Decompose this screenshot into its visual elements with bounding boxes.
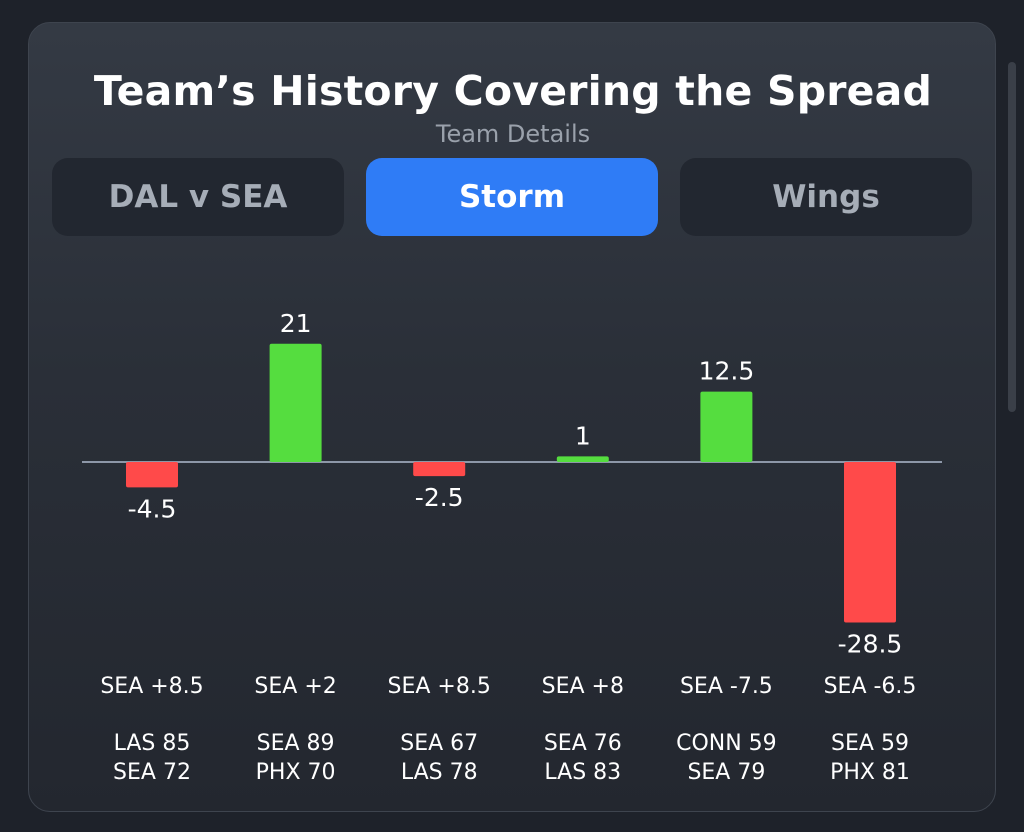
score-line-a-1: SEA 89 — [257, 731, 335, 756]
category-label-5: SEA -6.5 — [824, 674, 917, 699]
category-label-3: SEA +8 — [542, 674, 624, 699]
score-line-a-0: LAS 85 — [114, 731, 191, 756]
tab-storm[interactable]: Storm — [366, 158, 658, 236]
chart-labels: -4.5 SEA +8.5 LAS 85 SEA 72 21 SEA +2 SEA 89 PH… — [100, 309, 916, 785]
page-title: Team’s History Covering the Spread — [93, 67, 933, 115]
data-label-5: -28.5 — [838, 629, 903, 658]
score-line-a-5: SEA 59 — [831, 731, 909, 756]
score-line-a-3: SEA 76 — [544, 731, 622, 756]
bar-2[interactable] — [413, 462, 466, 477]
tab-wings[interactable]: Wings — [680, 158, 972, 236]
score-line-b-2: LAS 78 — [401, 760, 478, 785]
score-line-b-0: SEA 72 — [113, 760, 191, 785]
scrollbar[interactable] — [1008, 62, 1016, 412]
score-line-b-3: LAS 83 — [544, 760, 621, 785]
score-line-a-4: CONN 59 — [676, 731, 777, 756]
bar-0[interactable] — [126, 462, 178, 488]
bar-1[interactable] — [269, 343, 322, 462]
bar-3[interactable] — [556, 456, 609, 462]
data-label-0: -4.5 — [128, 494, 177, 523]
page-subtitle: Team Details — [435, 120, 591, 148]
score-line-b-5: PHX 81 — [830, 760, 910, 785]
score-line-a-2: SEA 67 — [400, 731, 478, 756]
category-label-1: SEA +2 — [254, 674, 336, 699]
bar-5[interactable] — [844, 462, 896, 623]
tab-dal-v-sea[interactable]: DAL v SEA — [52, 158, 344, 236]
data-label-1: 21 — [280, 309, 312, 338]
chart-bars — [126, 343, 896, 623]
data-label-3: 1 — [575, 421, 591, 450]
category-label-4: SEA -7.5 — [680, 674, 773, 699]
score-line-b-4: SEA 79 — [687, 760, 765, 785]
data-label-2: -2.5 — [415, 483, 464, 512]
bar-4[interactable] — [700, 391, 753, 462]
category-label-0: SEA +8.5 — [100, 674, 203, 699]
data-label-4: 12.5 — [699, 357, 755, 386]
spread-history-card: Team’s History Covering the Spread Team … — [28, 22, 996, 812]
score-line-b-1: PHX 70 — [256, 760, 336, 785]
category-label-2: SEA +8.5 — [388, 674, 491, 699]
